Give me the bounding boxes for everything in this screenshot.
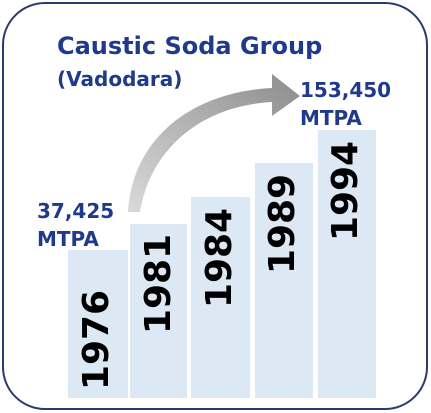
bar-label: 1989 (262, 174, 303, 274)
bar (255, 163, 313, 398)
bar (68, 250, 128, 398)
bar-label: 1984 (199, 208, 240, 308)
bar (318, 130, 376, 398)
bar-label: 1976 (76, 290, 117, 390)
title: Caustic Soda Group (57, 32, 322, 60)
annotation-value: 37,425 (37, 199, 114, 223)
bar-label: 1981 (138, 234, 179, 334)
bar-label: 1994 (325, 141, 366, 241)
annotation-unit: MTPA (300, 106, 362, 130)
growth-arrow (128, 74, 300, 212)
annotation-value: 153,450 (300, 78, 391, 102)
bar (191, 197, 250, 398)
subtitle: (Vadodara) (57, 67, 182, 91)
annotation-unit: MTPA (37, 227, 99, 251)
bar (130, 224, 187, 398)
